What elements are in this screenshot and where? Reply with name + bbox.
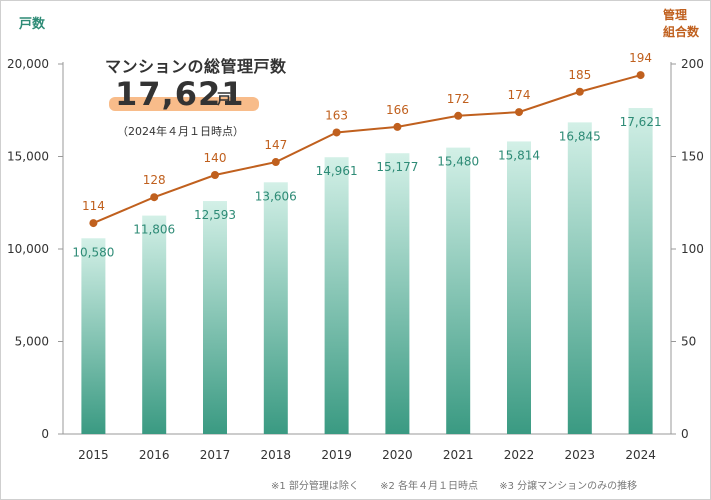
bar-value-label: 10,580: [72, 245, 114, 259]
line-point: [332, 128, 341, 137]
line-value-label: 194: [629, 51, 652, 65]
bar: [142, 215, 167, 434]
bar-value-label: 12,593: [194, 208, 236, 222]
line-point: [89, 219, 98, 228]
bar-labels: 10,580 11,806 12,593 13,606 14,961 15,177 15,4…: [72, 115, 661, 259]
left-tick-label: 15,000: [7, 150, 49, 164]
line-value-label: 128: [143, 173, 166, 187]
line-value-label: 174: [508, 88, 531, 102]
bar-value-label: 17,621: [620, 115, 662, 129]
right-tick-label: 100: [681, 242, 704, 256]
x-tick-label: 2021: [443, 448, 474, 462]
line-path: [93, 74, 641, 225]
line-series: [89, 71, 645, 228]
bar-value-label: 16,845: [559, 129, 601, 143]
footnote-1: ※1 部分管理は除く: [271, 481, 359, 492]
line-point: [393, 122, 402, 131]
line-point: [150, 193, 159, 202]
axes: 0 5,000 10,000 15,000 20,000 0 50 100 150 200: [7, 57, 704, 441]
bar: [446, 147, 471, 434]
line-value-label: 114: [82, 199, 105, 213]
bar: [263, 182, 288, 434]
x-tick-label: 2018: [261, 448, 292, 462]
right-tick-label: 0: [681, 427, 689, 441]
left-tick-label: 10,000: [7, 242, 49, 256]
x-tick-label: 2022: [504, 448, 535, 462]
line-value-label: 140: [204, 151, 227, 165]
bar: [567, 122, 592, 435]
line-value-label: 163: [325, 108, 348, 122]
right-tick-label: 50: [681, 335, 696, 349]
line-point: [575, 87, 584, 96]
bar: [385, 153, 410, 434]
bar-value-label: 15,480: [437, 155, 479, 169]
line-point: [211, 171, 219, 179]
x-tick-label: 2015: [78, 448, 109, 462]
right-axis-title: 管理 組合数: [663, 7, 699, 41]
x-tick-label: 2019: [321, 448, 352, 462]
bar-value-label: 13,606: [255, 189, 297, 203]
bar-value-label: 14,961: [316, 164, 358, 178]
x-tick-label: 2017: [200, 448, 231, 462]
right-axis-title-line2: 組合数: [663, 25, 700, 39]
line-labels: 114 128 140 147 163 166 172 174 185 194: [82, 51, 652, 213]
highlight-brush: [109, 97, 259, 111]
line-value-label: 172: [447, 92, 470, 106]
line-point: [271, 158, 280, 167]
line-value-label: 166: [386, 103, 409, 117]
total-unit: 戸: [217, 92, 231, 108]
line-value-label: 147: [264, 138, 287, 152]
left-tick-label: 20,000: [7, 57, 49, 71]
x-tick-label: 2024: [625, 448, 656, 462]
total-callout: 17,621 戸: [105, 75, 265, 115]
as-of-date: （2024年４月１日時点）: [117, 125, 244, 138]
x-tick-label: 2016: [139, 448, 170, 462]
x-tick-label: 2020: [382, 448, 413, 462]
line-point: [636, 71, 645, 80]
left-axis-title: 戸数: [19, 17, 46, 32]
right-axis-title-line1: 管理: [663, 8, 688, 22]
line-value-label: 185: [568, 68, 591, 82]
line-point: [454, 111, 463, 120]
right-tick-label: 150: [681, 150, 704, 164]
footnote-2: ※2 各年４月１日時点: [380, 481, 479, 492]
total-number: 17,621: [115, 75, 245, 113]
bar: [203, 201, 227, 434]
headline: マンションの総管理戸数: [105, 57, 287, 76]
line-point: [515, 108, 523, 117]
bar: [628, 108, 653, 434]
bar: [81, 238, 106, 434]
footnote-3: ※3 分譲マンションのみの推移: [499, 481, 638, 492]
bar: [507, 141, 531, 435]
left-tick-label: 0: [41, 427, 49, 441]
bar-series: [81, 108, 653, 435]
right-tick-label: 200: [681, 57, 704, 71]
bar-value-label: 11,806: [133, 223, 175, 237]
bar-value-label: 15,814: [498, 148, 540, 162]
bar: [324, 157, 349, 434]
x-tick-label: 2023: [565, 448, 596, 462]
footnotes: ※1 部分管理は除く ※2 各年４月１日時点 ※3 分譲マンションのみの推移: [271, 477, 655, 492]
left-tick-label: 5,000: [15, 335, 49, 349]
x-tick-labels: 2015 2016 2017 2018 2019 2020 2021 2022 2023 2024: [78, 448, 656, 462]
bar-value-label: 15,177: [376, 160, 418, 174]
